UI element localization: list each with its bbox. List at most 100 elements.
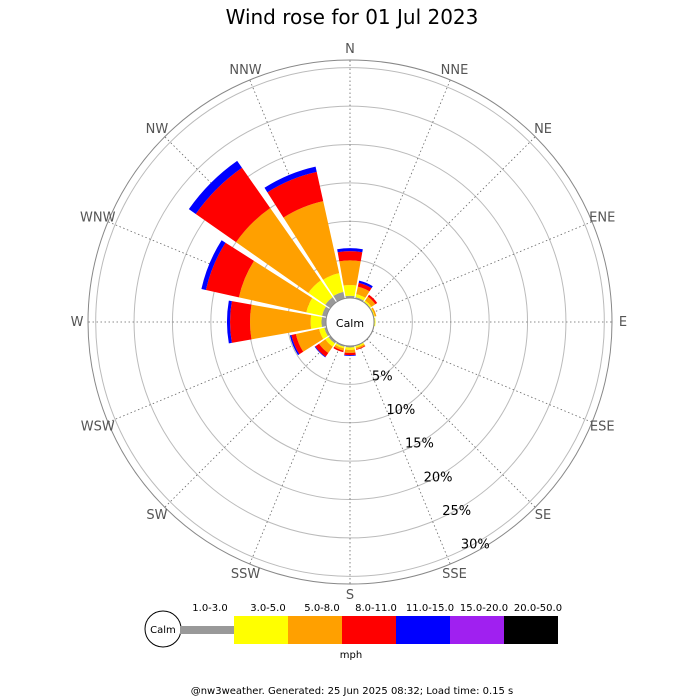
bar-wnw-8.0-11.0 [205, 242, 254, 298]
bar-wsw-3.0-5.0 [319, 327, 328, 340]
polar-labels: N NNE NE ENE E ESE SE SSE S SSW SW WSW W WNW NW NNW 5% 10… [71, 42, 628, 603]
direction-label-n: N [345, 42, 355, 57]
bar-nw-1.0-3.0 [325, 297, 337, 309]
bar-sw-8.0-11.0 [315, 343, 329, 357]
bar-s-8.0-11.0 [344, 352, 356, 356]
bar-sse-3.0-5.0 [355, 342, 365, 348]
calm-label: Calm [336, 317, 364, 330]
grid-ring-3 [210, 182, 490, 462]
bar-n-5.0-8.0 [339, 260, 361, 286]
bar-nnw-11.0-15.0 [264, 166, 317, 193]
bar-sw-5.0-8.0 [319, 339, 333, 353]
bar-n-11.0-15.0 [337, 248, 363, 253]
bar-ene-3.0-5.0 [370, 308, 375, 317]
bar-wsw-1.0-3.0 [324, 327, 330, 337]
bar-wsw-5.0-8.0 [295, 328, 324, 352]
bar-ene-5.0-8.0 [371, 307, 377, 317]
bar-w-11.0-15.0 [226, 300, 232, 344]
ring-label-1: 5% [372, 370, 393, 385]
bar-s-5.0-8.0 [344, 349, 356, 353]
bar-nne-8.0-11.0 [357, 282, 372, 292]
direction-label-sw: SW [146, 508, 167, 523]
bar-s-11.0-15.0 [344, 354, 356, 356]
radial-line-ne [349, 136, 536, 323]
legend-label-15.0-20.0: 15.0-20.0 [460, 603, 508, 614]
bar-n-8.0-11.0 [337, 251, 363, 262]
ring-label-2: 10% [386, 403, 415, 418]
legend-calm-label: Calm [150, 625, 176, 636]
bar-e-3.0-5.0 [374, 317, 376, 327]
ring-label-5: 25% [442, 504, 471, 519]
bar-nw-8.0-11.0 [195, 167, 271, 243]
legend-label-1.0-3.0: 1.0-3.0 [192, 603, 227, 614]
bar-w-1.0-3.0 [321, 317, 327, 327]
bar-sw-3.0-5.0 [325, 337, 335, 347]
bar-s-3.0-5.0 [345, 347, 355, 350]
bar-wnw-11.0-15.0 [201, 240, 226, 291]
legend-swatch-3.0-5.0 [234, 616, 288, 644]
direction-label-sse: SSE [442, 567, 467, 582]
grid-ring-5 [133, 105, 567, 539]
polar-grid [87, 59, 613, 585]
chart-title: Wind rose for 01 Jul 2023 [226, 5, 479, 29]
bar-nne-3.0-5.0 [355, 294, 366, 301]
direction-label-w: W [71, 315, 84, 330]
wind-bars: Calm [188, 160, 378, 358]
bar-wnw-1.0-3.0 [322, 306, 330, 317]
bar-nne-11.0-15.0 [358, 280, 373, 289]
direction-label-ese: ESE [590, 419, 615, 434]
bar-n-3.0-5.0 [343, 284, 357, 297]
direction-label-se: SE [535, 508, 551, 523]
legend-swatch-5.0-8.0 [288, 616, 342, 644]
bar-ssw-8.0-11.0 [333, 346, 344, 353]
bar-w-8.0-11.0 [230, 301, 252, 343]
direction-label-wsw: WSW [81, 419, 115, 434]
bar-sse-5.0-8.0 [355, 344, 365, 350]
legend-label-5.0-8.0: 5.0-8.0 [304, 603, 339, 614]
bar-ne-8.0-11.0 [367, 294, 378, 305]
direction-label-ssw: SSW [231, 567, 261, 582]
bar-wsw-11.0-15.0 [289, 335, 300, 356]
bar-nnw-5.0-8.0 [283, 201, 340, 280]
bar-nne-5.0-8.0 [356, 286, 370, 298]
ring-label-4: 20% [424, 470, 453, 485]
bar-ssw-3.0-5.0 [335, 343, 345, 349]
bar-w-3.0-5.0 [310, 315, 322, 329]
direction-label-e: E [619, 315, 627, 330]
direction-label-nw: NW [146, 122, 169, 137]
direction-label-ne: NE [534, 122, 552, 137]
calm-circle [325, 297, 375, 347]
legend-label-8.0-11.0: 8.0-11.0 [355, 603, 397, 614]
footer-text: @nw3weather. Generated: 25 Jun 2025 08:3… [191, 686, 514, 697]
bar-wsw-8.0-11.0 [291, 334, 304, 355]
ring-label-6: 30% [461, 537, 490, 552]
bar-sw-1.0-3.0 [328, 335, 337, 344]
bar-nnw-8.0-11.0 [267, 171, 324, 218]
bar-w-5.0-8.0 [249, 304, 312, 340]
outer-ring [87, 59, 613, 585]
speed-legend: Calm 1.0-3.0 3.0-5.0 5.0-8.0 8.0-11.0 11.0-15… [144, 603, 562, 661]
legend-label-11.0-15.0: 11.0-15.0 [406, 603, 454, 614]
legend-swatch-8.0-11.0 [342, 616, 396, 644]
legend-label-20.0-50.0: 20.0-50.0 [514, 603, 562, 614]
bar-nw-5.0-8.0 [236, 208, 321, 293]
direction-label-s: S [346, 588, 354, 603]
direction-label-ene: ENE [589, 211, 615, 226]
bar-ssw-5.0-8.0 [334, 344, 345, 351]
legend-swatch-15.0-20.0 [450, 616, 504, 644]
legend-label-3.0-5.0: 3.0-5.0 [250, 603, 285, 614]
bar-ne-5.0-8.0 [365, 296, 376, 307]
bar-ne-3.0-5.0 [364, 300, 372, 308]
bar-sw-11.0-15.0 [314, 346, 326, 358]
grid-ring-4 [171, 143, 529, 501]
legend-swatch-1.0-3.0 [180, 626, 234, 634]
direction-label-nne: NNE [441, 63, 469, 78]
legend-unit: mph [340, 650, 362, 661]
legend-swatch-20.0-50.0 [504, 616, 558, 644]
direction-label-wnw: WNW [80, 211, 116, 226]
bar-nnw-3.0-5.0 [323, 273, 344, 296]
direction-label-nnw: NNW [229, 63, 261, 78]
ring-label-3: 15% [405, 437, 434, 452]
bar-nw-11.0-15.0 [188, 160, 242, 214]
